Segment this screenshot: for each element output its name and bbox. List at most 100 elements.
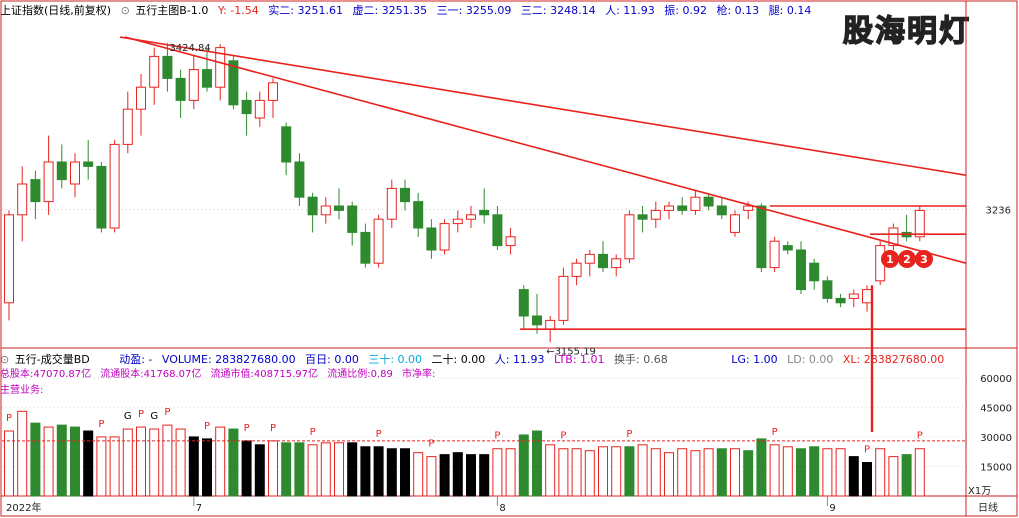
candle [479, 188, 490, 224]
volume-bar [228, 428, 239, 497]
volume-bar [373, 446, 384, 497]
volume-indicator-toggle-icon[interactable]: ⊙ [0, 353, 10, 366]
volume-bar [492, 448, 503, 497]
volume-bar [162, 424, 173, 497]
volume-tick-label: 45000 [980, 403, 1012, 414]
volume-bar [664, 452, 674, 497]
indicator-name[interactable]: 五行主图B-1.0 [135, 4, 209, 17]
volume-signal-marker: G [150, 411, 158, 422]
volume-indicator-name[interactable]: 五行-成交量BD [14, 353, 90, 366]
volume-bar [83, 430, 94, 497]
volume-signal-marker: P [204, 421, 210, 432]
candle [413, 192, 424, 237]
volume-bar [215, 426, 226, 497]
candle-body [307, 196, 318, 216]
candle-body [769, 240, 780, 269]
volume-signal-marker: P [164, 407, 170, 418]
signal-marker-circle [898, 250, 916, 268]
candle [584, 250, 595, 277]
upper-trendline [119, 36, 967, 176]
candle-body [716, 205, 727, 216]
volume-bar [558, 448, 569, 497]
candle-body [756, 205, 767, 269]
volume-bar [716, 448, 727, 497]
index-name[interactable]: 上证指数(日线,前复权) [0, 4, 112, 17]
candle [624, 210, 635, 264]
volume-bar [848, 456, 859, 497]
volume-bar [294, 442, 305, 497]
volume-signal-marker: P [270, 423, 276, 434]
candle [782, 241, 793, 255]
volume-signal-marker: P [626, 429, 632, 440]
candle-body [624, 214, 635, 260]
period-label: 日线 [978, 501, 998, 514]
candle-body [96, 165, 107, 229]
candle-body [492, 214, 503, 247]
candle [809, 258, 820, 290]
volume-bar [400, 448, 410, 497]
candle-body [914, 209, 925, 238]
indicator-toggle-icon[interactable]: ⊙ [120, 4, 130, 17]
candle-body [848, 293, 859, 299]
volume-bar [254, 444, 265, 497]
candle-body [822, 280, 833, 299]
candle-body [796, 249, 806, 291]
candle [43, 135, 54, 215]
y-value: Y: -1.54 [217, 4, 259, 17]
candle [268, 78, 278, 118]
volume-bar [386, 448, 397, 497]
date-tick-label: 2022年 [6, 501, 41, 514]
candle-body [188, 69, 199, 101]
volume-signal-marker: P [428, 439, 434, 450]
volume-bar [901, 454, 912, 497]
candle-body [637, 214, 648, 220]
candle-body [202, 69, 212, 88]
tui-value: 腿: 0.14 [768, 4, 812, 17]
volume-bar [188, 436, 199, 497]
candle [149, 47, 160, 105]
ld-value: LD: 0.00 [787, 353, 834, 366]
candle [690, 190, 701, 215]
candle [466, 206, 476, 228]
zhen-value: 振: 0.92 [664, 4, 707, 17]
volume-bar [505, 448, 516, 497]
candle [307, 192, 318, 233]
watermark: 股海明灯 [842, 13, 971, 49]
candle-body [83, 161, 94, 167]
candle [4, 210, 14, 321]
volume-bar [677, 448, 688, 497]
sanshi-value: 三十: 0.00 [368, 353, 423, 366]
signal-marker-label: 1 [886, 253, 894, 266]
candle [558, 267, 569, 325]
volume-signal-marker: G [124, 411, 132, 422]
volume-bar [809, 446, 820, 497]
volume-value: VOLUME: 283827680.00 [161, 353, 296, 366]
candle-body [598, 253, 608, 269]
candle-body [426, 227, 437, 251]
volume-bar [43, 426, 54, 497]
candle-body [835, 297, 846, 304]
candle-body [730, 214, 740, 233]
candle [96, 162, 107, 233]
candle [769, 236, 780, 272]
candle [716, 197, 727, 220]
zongguben: 总股本:47070.87亿 [0, 369, 92, 380]
candle [70, 153, 80, 198]
volume-bar [122, 428, 133, 497]
volume-header: ⊙ 五行-成交量BD 动盈: - VOLUME: 283827680.00 百日… [0, 350, 950, 370]
candle-body [334, 205, 344, 211]
volume-signal-marker: P [6, 413, 12, 424]
volume-signal-marker: P [917, 431, 923, 442]
candle [730, 210, 740, 237]
signal-marker-label: 2 [903, 253, 911, 266]
candle-body [413, 201, 424, 229]
dongying-value: 动盈: - [119, 353, 153, 366]
volume-bar [426, 456, 437, 497]
candle [452, 210, 463, 233]
zhuying: 主营业务: [0, 385, 44, 396]
date-tick-label: 9 [829, 503, 835, 514]
candle-body [43, 161, 54, 203]
volume-bar [4, 430, 14, 497]
